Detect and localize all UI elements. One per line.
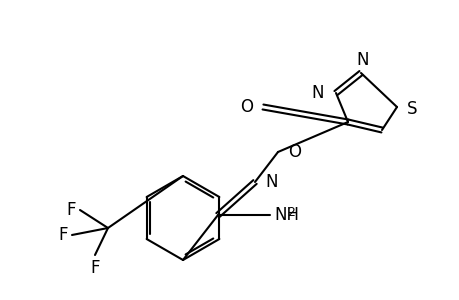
Text: F: F [67, 201, 76, 219]
Text: 2: 2 [286, 206, 294, 220]
Text: N: N [356, 51, 369, 69]
Text: O: O [287, 143, 300, 161]
Text: F: F [90, 259, 100, 277]
Text: NH: NH [274, 206, 298, 224]
Text: O: O [240, 98, 252, 116]
Text: N: N [311, 84, 323, 102]
Text: F: F [58, 226, 68, 244]
Text: N: N [264, 173, 277, 191]
Text: S: S [406, 100, 417, 118]
